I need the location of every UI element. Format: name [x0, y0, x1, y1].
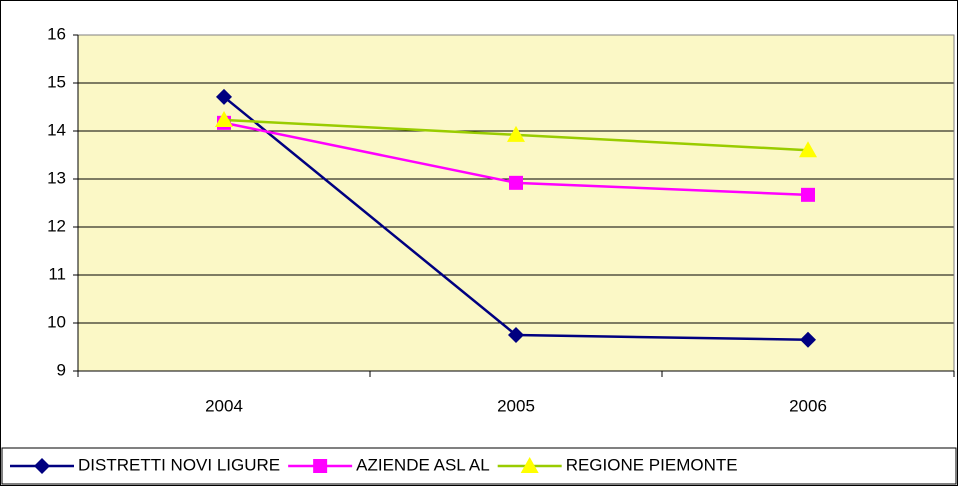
data-point [216, 88, 232, 105]
y-tick-label: 15 [47, 72, 66, 91]
y-tick-label: 16 [47, 24, 66, 43]
legend-marker [520, 457, 539, 473]
x-tick-label: 2005 [497, 396, 535, 415]
legend-label: AZIENDE ASL AL [356, 455, 490, 474]
y-tick-label: 14 [47, 120, 66, 139]
plot-area [78, 35, 954, 371]
y-tick-label: 13 [47, 168, 66, 187]
data-point [799, 141, 817, 158]
legend-label: DISTRETTI NOVI LIGURE [78, 455, 280, 474]
x-tick-label: 2004 [205, 396, 243, 415]
data-point [801, 187, 815, 202]
legend-marker [313, 459, 328, 473]
data-point [507, 125, 525, 142]
y-tick-label: 10 [47, 312, 66, 331]
data-point [215, 110, 233, 127]
x-tick-label: 2006 [789, 396, 827, 415]
y-tick-label: 12 [47, 216, 66, 235]
legend-marker [34, 458, 50, 474]
data-point [800, 331, 816, 348]
data-point [509, 175, 523, 190]
legend-label: REGIONE PIEMONTE [566, 455, 738, 474]
y-tick-label: 9 [57, 360, 66, 379]
legend-box [1, 447, 957, 485]
y-tick-label: 11 [48, 264, 66, 283]
data-point [508, 327, 524, 343]
